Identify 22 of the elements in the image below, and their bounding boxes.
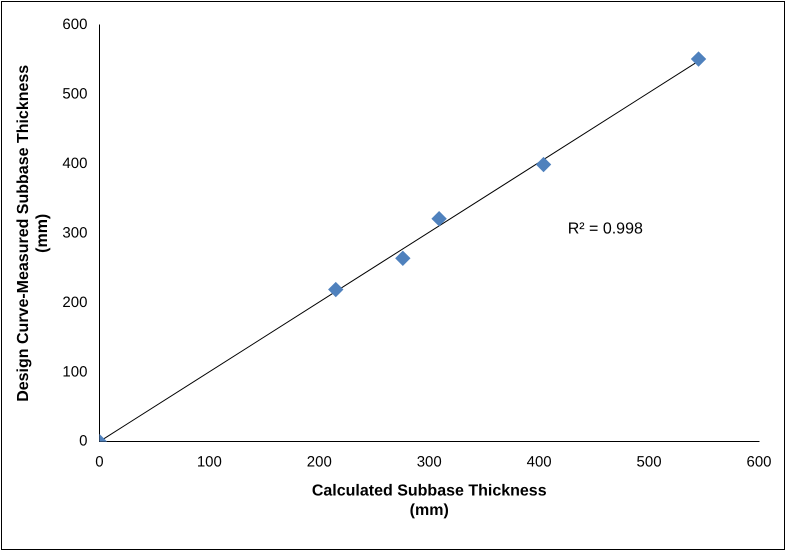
- y-tick-label: 100: [62, 363, 88, 380]
- point: [432, 211, 447, 226]
- y-tick-label: 0: [79, 432, 88, 450]
- point: [536, 157, 552, 172]
- x-tick-label: 500: [636, 454, 662, 471]
- x-axis-title: Calculated Subbase Thickness (mm): [312, 482, 547, 519]
- annotation: R² = 0.998: [568, 220, 643, 238]
- x-tick-label: 0: [95, 454, 104, 471]
- x-tick-label: 100: [196, 454, 222, 471]
- point: [395, 250, 410, 266]
- x-tick-label: 200: [306, 454, 332, 471]
- x-tick-label: 600: [746, 454, 772, 471]
- x-tick-label: 400: [526, 454, 552, 471]
- point: [328, 282, 344, 298]
- point: [691, 52, 706, 67]
- x-tick-label: 300: [416, 454, 442, 471]
- y-tick-label: 500: [62, 86, 88, 103]
- y-axis-title: Design Curve-Measured Subbase Thickness (mm): [15, 64, 52, 402]
- y-tick-label: 300: [62, 224, 88, 242]
- y-tick-label: 600: [62, 16, 88, 34]
- y-tick-label: 200: [62, 294, 88, 311]
- y-tick-label: 400: [62, 155, 88, 172]
